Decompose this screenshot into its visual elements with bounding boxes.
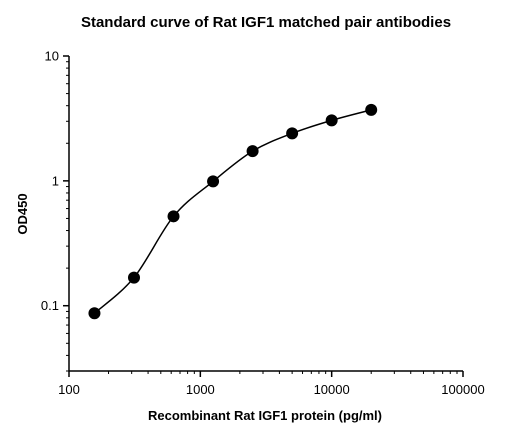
y-axis-title: OD450 bbox=[15, 193, 30, 234]
y-tick-label: 1 bbox=[52, 173, 59, 188]
data-point bbox=[207, 175, 220, 188]
data-point bbox=[167, 210, 180, 223]
y-tick-label: 10 bbox=[45, 49, 59, 64]
data-point bbox=[88, 307, 101, 320]
x-tick-label: 100000 bbox=[441, 382, 484, 397]
x-tick-label: 100 bbox=[58, 382, 80, 397]
axes: 0.1 1 10 100 1000 10000 100000 bbox=[41, 49, 485, 398]
data-point bbox=[127, 271, 140, 284]
data-point bbox=[286, 127, 299, 140]
chart-title: Standard curve of Rat IGF1 matched pair … bbox=[81, 14, 451, 31]
data-point bbox=[246, 145, 259, 158]
y-tick-label: 0.1 bbox=[41, 298, 59, 313]
x-axis-title: Recombinant Rat IGF1 protein (pg/ml) bbox=[148, 408, 382, 423]
data-point bbox=[325, 114, 338, 127]
data-points bbox=[88, 103, 378, 320]
x-tick-label: 1000 bbox=[186, 382, 215, 397]
data-point bbox=[365, 103, 378, 116]
x-tick-label: 10000 bbox=[314, 382, 350, 397]
